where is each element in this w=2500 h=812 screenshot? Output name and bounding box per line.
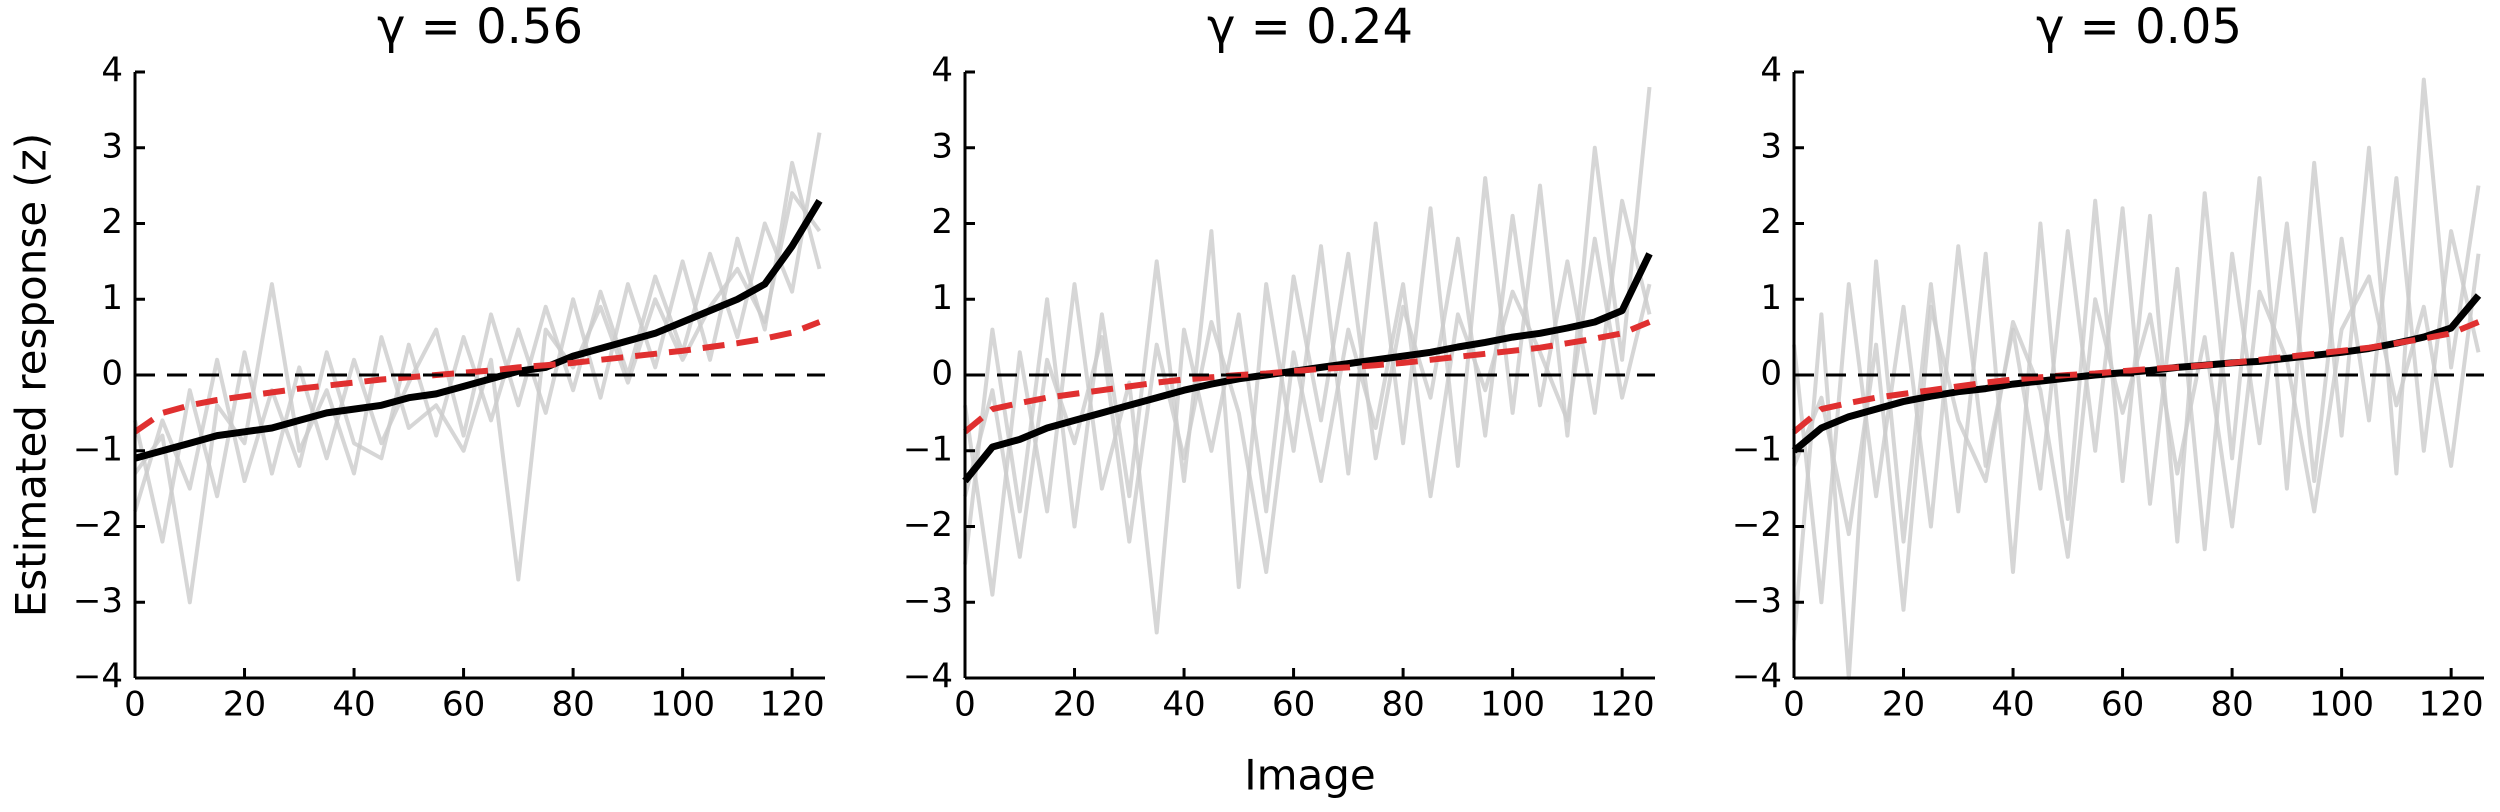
x-tick-label: 60 — [2101, 685, 2144, 725]
y-tick-label: 0 — [1760, 354, 1782, 394]
y-tick-label: −2 — [1732, 505, 1782, 545]
x-tick-label: 100 — [1480, 685, 1545, 725]
fit-line — [133, 319, 821, 435]
y-tick-label: 4 — [1760, 51, 1782, 91]
y-tick-label: 1 — [1760, 278, 1782, 318]
y-tick-label: −1 — [1732, 429, 1782, 469]
x-tick-label: 0 — [1783, 685, 1805, 725]
trial-line — [963, 198, 1652, 635]
fit-line — [963, 319, 1651, 435]
y-tick-label: −3 — [73, 581, 123, 621]
trial-line — [1792, 176, 2481, 605]
y-tick-label: −2 — [903, 505, 953, 545]
chart-title: γ = 0.05 — [2036, 0, 2242, 55]
x-tick-label: 0 — [124, 685, 146, 725]
x-tick-label: 40 — [1162, 685, 1205, 725]
y-tick-label: −2 — [73, 505, 123, 545]
y-tick-label: −1 — [903, 429, 953, 469]
x-tick-label: 120 — [760, 685, 825, 725]
mean-line — [134, 198, 823, 462]
x-tick-label: 120 — [2419, 685, 2484, 725]
y-tick-label: 4 — [101, 51, 123, 91]
trial-line — [1792, 253, 2481, 612]
x-tick-label: 40 — [1991, 685, 2034, 725]
y-tick-label: −4 — [73, 657, 123, 697]
trial-line — [133, 132, 822, 544]
trial-line — [133, 160, 822, 512]
trial-line — [1792, 77, 2481, 680]
x-tick-label: 80 — [2210, 685, 2253, 725]
x-tick-label: 20 — [1053, 685, 1096, 725]
y-tick-label: 3 — [1760, 126, 1782, 166]
y-tick-label: 2 — [931, 202, 953, 242]
x-tick-label: 80 — [551, 685, 594, 725]
y-tick-label: 3 — [101, 126, 123, 166]
x-tick-label: 20 — [223, 685, 266, 725]
y-tick-label: 1 — [931, 278, 953, 318]
x-tick-label: 40 — [332, 685, 375, 725]
x-tick-label: 100 — [2309, 685, 2374, 725]
x-tick-label: 80 — [1381, 685, 1424, 725]
y-tick-label: −3 — [903, 581, 953, 621]
x-tick-label: 60 — [442, 685, 485, 725]
x-tick-label: 120 — [1590, 685, 1655, 725]
x-tick-label: 100 — [650, 685, 715, 725]
y-tick-label: −4 — [903, 657, 953, 697]
chart-title: γ = 0.24 — [1207, 0, 1413, 55]
y-tick-label: −1 — [73, 429, 123, 469]
y-tick-label: 2 — [1760, 202, 1782, 242]
y-tick-label: −3 — [1732, 581, 1782, 621]
x-tick-label: 20 — [1882, 685, 1925, 725]
y-tick-label: −4 — [1732, 657, 1782, 697]
y-tick-label: 0 — [931, 354, 953, 394]
y-tick-label: 3 — [931, 126, 953, 166]
y-tick-label: 0 — [101, 354, 123, 394]
y-axis-label: Estimated response (z) — [7, 133, 56, 617]
y-tick-label: 4 — [931, 51, 953, 91]
x-tick-label: 0 — [954, 685, 976, 725]
y-tick-label: 1 — [101, 278, 123, 318]
x-tick-label: 60 — [1272, 685, 1315, 725]
fit-line — [1792, 319, 2480, 435]
x-axis-label: Image — [1244, 751, 1376, 800]
chart-title: γ = 0.56 — [377, 0, 583, 55]
y-tick-label: 2 — [101, 202, 123, 242]
trial-line — [963, 236, 1652, 574]
